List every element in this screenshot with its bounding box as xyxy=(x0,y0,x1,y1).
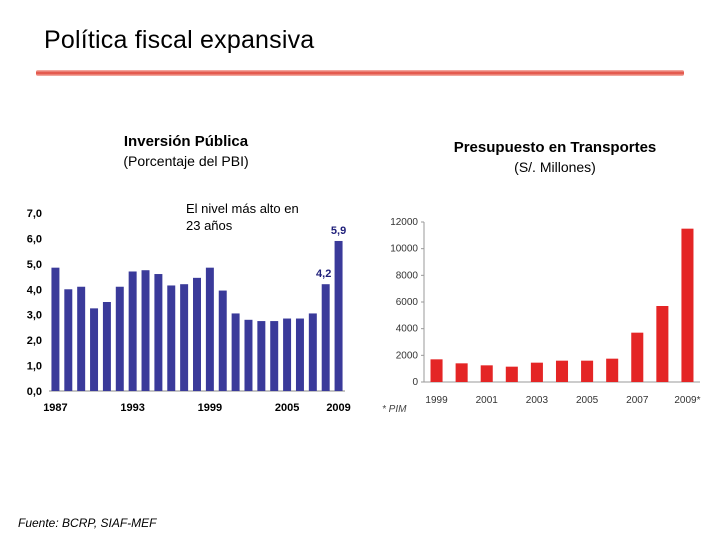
left-chart-heading: Inversión Pública (Porcentaje del PBI) xyxy=(96,133,276,169)
left-bar-1987 xyxy=(51,267,60,391)
left-x-tick-label: 1999 xyxy=(198,402,222,414)
left-bar-1991 xyxy=(102,302,111,391)
left-y-tick-label: 0,0 xyxy=(27,386,42,398)
left-y-tick-label: 3,0 xyxy=(27,310,42,322)
right-y-tick-label: 12000 xyxy=(390,217,418,228)
right-bar-2007 xyxy=(631,332,644,382)
left-data-label: 5,9 xyxy=(331,225,346,237)
right-bar-2008 xyxy=(656,306,669,382)
left-data-label: 4,2 xyxy=(316,268,331,280)
right-x-tick-label: 2001 xyxy=(476,395,499,406)
right-y-tick-label: 10000 xyxy=(390,244,418,255)
left-bar-1995 xyxy=(154,274,163,391)
left-y-tick-label: 6,0 xyxy=(27,233,42,245)
left-y-tick-label: 5,0 xyxy=(27,259,42,271)
right-x-tick-label: 2003 xyxy=(526,395,549,406)
right-x-tick-label: 1999 xyxy=(425,395,448,406)
left-y-tick-label: 7,0 xyxy=(27,208,42,220)
right-x-tick-label: 2005 xyxy=(576,395,599,406)
left-chart-subtitle: (Porcentaje del PBI) xyxy=(123,153,249,169)
right-bar-2006 xyxy=(606,358,619,382)
left-y-tick-label: 4,0 xyxy=(27,284,42,296)
left-bar-1996 xyxy=(167,285,176,391)
right-bar-2000 xyxy=(455,363,468,382)
left-bar-1997 xyxy=(180,284,189,391)
left-x-tick-label: 2005 xyxy=(275,402,299,414)
left-chart-title: Inversión Pública xyxy=(123,133,249,150)
right-bar-2002 xyxy=(505,366,518,382)
right-chart-heading: Presupuesto en Transportes (S/. Millones… xyxy=(440,139,670,175)
left-bar-2008 xyxy=(321,284,330,391)
right-bar-2004 xyxy=(555,360,569,382)
right-bar-1999 xyxy=(430,359,443,382)
left-bar-2004 xyxy=(270,321,279,391)
right-chart-subtitle: (S/. Millones) xyxy=(514,159,596,175)
right-footnote-marker: * PIM xyxy=(382,404,407,415)
left-bar-2001 xyxy=(231,313,240,391)
right-chart-transport-budget: 0 2000 4000 6000 8000 10000 12000 1999 2001 2003 2… xyxy=(382,217,701,415)
right-y-tick-label: 0 xyxy=(412,377,418,388)
left-x-tick-label: 1987 xyxy=(43,402,67,414)
left-chart-public-investment: 0,0 1,0 2,0 3,0 4,0 5,0 6,0 7,0 1987 1993 1999 2005… xyxy=(27,208,351,414)
left-y-tick-label: 1,0 xyxy=(27,361,42,373)
left-bar-2002 xyxy=(244,319,253,391)
left-bar-1990 xyxy=(90,308,99,391)
title-divider xyxy=(36,70,684,76)
left-bar-1998 xyxy=(193,277,201,391)
left-bar-2003 xyxy=(257,321,266,391)
right-bar-2005 xyxy=(581,360,594,382)
slide-title: Política fiscal expansiva xyxy=(44,26,315,54)
right-y-tick-label: 6000 xyxy=(396,297,419,308)
right-y-tick-label: 2000 xyxy=(396,350,419,361)
left-bar-1999 xyxy=(205,267,214,391)
left-bar-2009 xyxy=(334,240,343,391)
right-bar-2001 xyxy=(480,365,493,382)
right-x-tick-label: 2009* xyxy=(674,395,700,406)
left-bar-2007 xyxy=(308,313,317,391)
right-bar-2009 xyxy=(681,228,694,382)
right-y-tick-label: 8000 xyxy=(396,270,419,281)
source-footnote: Fuente: BCRP, SIAF-MEF xyxy=(18,516,157,530)
right-x-tick-label: 2007 xyxy=(626,395,649,406)
right-chart-title: Presupuesto en Transportes xyxy=(453,139,657,156)
left-bar-1988 xyxy=(64,289,73,391)
left-bar-1994 xyxy=(141,270,150,391)
right-y-tick-label: 4000 xyxy=(396,324,419,335)
right-bar-2003 xyxy=(530,362,543,382)
left-bar-2005 xyxy=(283,318,292,391)
left-x-tick-label: 1993 xyxy=(120,402,144,414)
left-bar-2000 xyxy=(218,290,227,391)
left-bar-2006 xyxy=(295,318,304,391)
left-bar-1992 xyxy=(115,286,124,391)
left-bar-1989 xyxy=(77,286,86,391)
left-bar-1993 xyxy=(128,271,137,391)
left-y-tick-label: 2,0 xyxy=(27,335,42,347)
peak-annotation: El nivel más alto en 23 años xyxy=(186,201,299,233)
left-x-tick-label: 2009 xyxy=(326,402,350,414)
